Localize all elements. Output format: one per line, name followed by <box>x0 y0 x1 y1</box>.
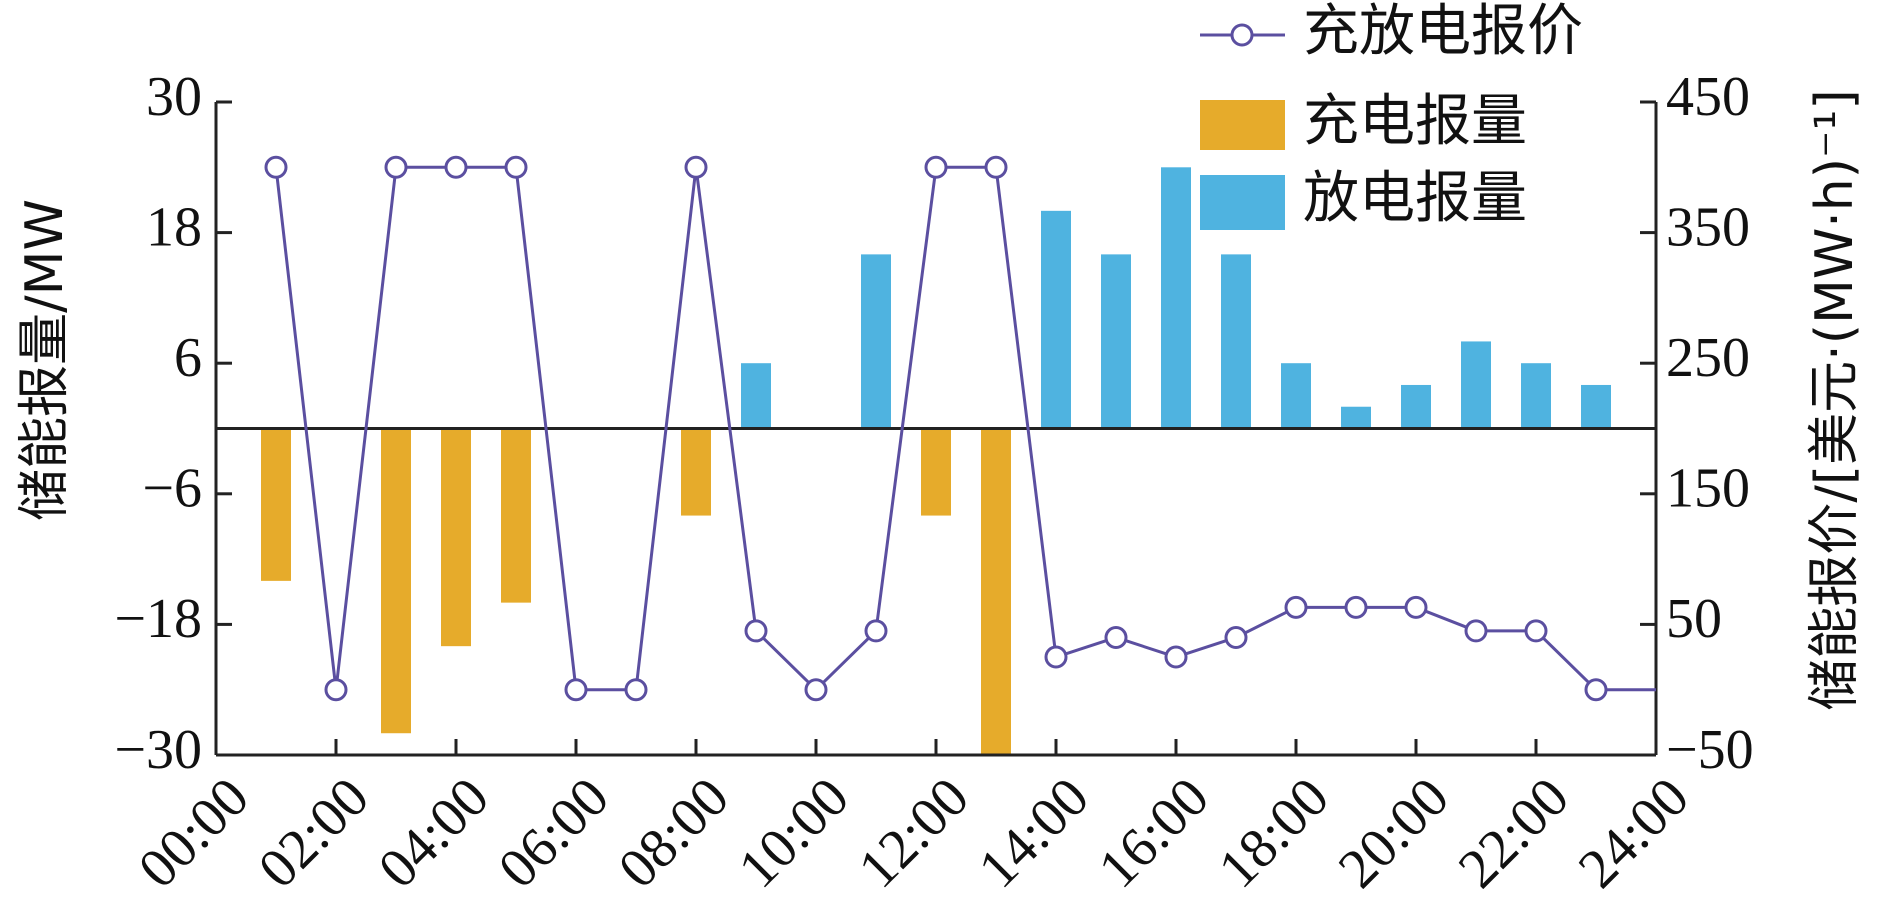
x-tick-label-9: 18:00 <box>1207 766 1341 900</box>
x-tick-label-8: 16:00 <box>1087 766 1221 900</box>
price-point-8 <box>684 155 708 179</box>
discharge-bar-14 <box>1041 210 1071 429</box>
bars-layer <box>261 167 1611 755</box>
discharge-bar-19 <box>1341 406 1371 429</box>
price-point-3 <box>384 155 408 179</box>
charge-bar-4 <box>441 428 471 647</box>
x-tick-label-0: 00:00 <box>127 766 261 900</box>
price-point-10 <box>804 678 828 702</box>
discharge-bar-17 <box>1221 254 1251 429</box>
price-point-21 <box>1464 619 1488 643</box>
discharge-bar-9 <box>741 363 771 429</box>
x-tick-label-11: 22:00 <box>1447 766 1581 900</box>
y-left-tick-label-1: 18 <box>146 196 202 258</box>
price-point-6 <box>564 678 588 702</box>
discharge-bar-16 <box>1161 167 1191 429</box>
y-left-tick-label-4: −18 <box>114 588 202 650</box>
y-right-tick-label-2: 250 <box>1666 327 1750 389</box>
discharge-bar-15 <box>1101 254 1131 429</box>
price-point-18 <box>1284 595 1308 619</box>
x-tick-label-4: 08:00 <box>607 766 741 900</box>
price-point-14 <box>1044 645 1068 669</box>
price-point-2 <box>324 678 348 702</box>
x-tick-label-2: 04:00 <box>367 766 501 900</box>
legend-item-discharge: 放电报量 <box>1200 166 1527 231</box>
legend-charge-label: 充电报量 <box>1303 89 1527 154</box>
price-point-23 <box>1584 678 1608 702</box>
charge-bar-5 <box>501 428 531 603</box>
y-right-axis-title: 储能报价/[美元·(MW·h)⁻¹] <box>1805 89 1865 710</box>
y-left-tick-label-5: −30 <box>114 719 202 781</box>
discharge-bar-20 <box>1401 384 1431 429</box>
price-point-22 <box>1524 619 1548 643</box>
charge-bar-8 <box>681 428 711 516</box>
x-tick-label-7: 14:00 <box>967 766 1101 900</box>
legend-price-marker <box>1230 23 1254 47</box>
y-right-tick-label-3: 150 <box>1666 458 1750 520</box>
y-left-tick-label-3: −6 <box>142 458 202 520</box>
legend: 充放电报价 充电报量 放电报量 <box>1200 0 1583 231</box>
price-line-layer <box>264 155 1656 702</box>
x-tick-label-12: 24:00 <box>1567 766 1701 900</box>
discharge-bar-21 <box>1461 341 1491 429</box>
legend-item-price: 充放电报价 <box>1200 0 1583 64</box>
legend-discharge-label: 放电报量 <box>1303 166 1527 231</box>
charge-bar-3 <box>381 428 411 734</box>
legend-discharge-swatch <box>1200 175 1285 230</box>
y-right-tick-label-1: 350 <box>1666 196 1750 258</box>
price-point-4 <box>444 155 468 179</box>
y-right-tick-label-5: −50 <box>1666 719 1754 781</box>
y-right-tick-label-4: 50 <box>1666 588 1722 650</box>
y-left-axis-title: 储能报量/MW <box>15 199 75 521</box>
discharge-bar-11 <box>861 254 891 429</box>
price-point-9 <box>744 619 768 643</box>
axes-layer <box>214 100 1658 757</box>
y-left-tick-label-2: 6 <box>174 327 202 389</box>
y-left-tick-label-0: 30 <box>146 66 202 128</box>
x-tick-label-5: 10:00 <box>727 766 861 900</box>
discharge-bar-18 <box>1281 363 1311 429</box>
price-point-16 <box>1164 645 1188 669</box>
x-tick-label-6: 12:00 <box>847 766 981 900</box>
price-point-12 <box>924 155 948 179</box>
price-point-20 <box>1404 595 1428 619</box>
y-right-tick-label-0: 450 <box>1666 66 1750 128</box>
price-point-7 <box>624 678 648 702</box>
discharge-bar-23 <box>1581 384 1611 429</box>
legend-item-charge: 充电报量 <box>1200 89 1527 154</box>
price-point-5 <box>504 155 528 179</box>
x-tick-label-1: 02:00 <box>247 766 381 900</box>
price-point-17 <box>1224 625 1248 649</box>
legend-price-label: 充放电报价 <box>1303 0 1583 64</box>
price-point-13 <box>984 155 1008 179</box>
x-tick-label-10: 20:00 <box>1327 766 1461 900</box>
price-point-19 <box>1344 595 1368 619</box>
x-tick-label-3: 06:00 <box>487 766 621 900</box>
charge-bar-1 <box>261 428 291 581</box>
legend-charge-swatch <box>1200 100 1285 150</box>
discharge-bar-22 <box>1521 363 1551 429</box>
price-point-11 <box>864 619 888 643</box>
charge-bar-12 <box>921 428 951 516</box>
charge-bar-13 <box>981 428 1011 755</box>
price-point-15 <box>1104 625 1128 649</box>
price-point-1 <box>264 155 288 179</box>
